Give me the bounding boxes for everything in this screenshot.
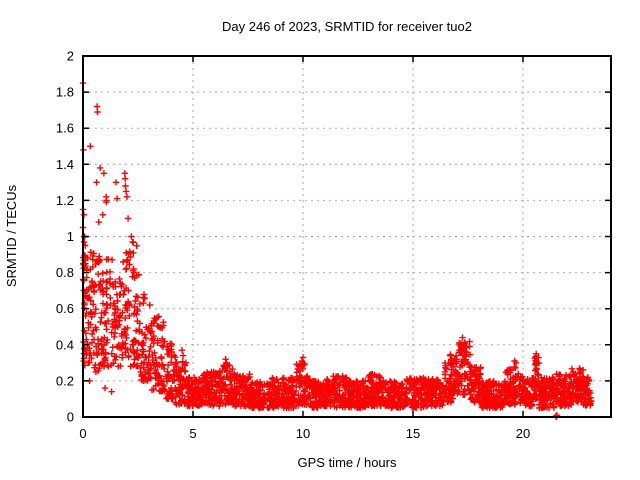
tick-labels: 0 5 10 15 20 0 0.2 0.4 0.6 0.8 1 1.2 1.4 1.6 1.8 2 xyxy=(56,49,530,442)
y-tick-label: 0.4 xyxy=(56,337,74,352)
y-tick-label: 1.4 xyxy=(56,157,74,172)
y-axis-label: SRMTID / TECUs xyxy=(4,184,19,287)
x-tick-label: 10 xyxy=(296,426,310,441)
y-tick-label: 0.8 xyxy=(56,265,74,280)
y-tick-label: 0.2 xyxy=(56,373,74,388)
y-tick-label: 0 xyxy=(67,410,74,425)
y-tick-label: 2 xyxy=(67,49,74,64)
tick-marks xyxy=(82,55,611,418)
x-tick-label: 15 xyxy=(406,426,420,441)
y-tick-label: 1.6 xyxy=(56,121,74,136)
y-tick-label: 1.8 xyxy=(56,85,74,100)
x-tick-label: 5 xyxy=(189,426,196,441)
y-tick-label: 0.6 xyxy=(56,301,74,316)
y-tick-label: 1.2 xyxy=(56,193,74,208)
y-tick-label: 1 xyxy=(67,229,74,244)
x-tick-label: 0 xyxy=(79,426,86,441)
x-tick-label: 20 xyxy=(516,426,530,441)
chart-title: Day 246 of 2023, SRMTID for receiver tuo… xyxy=(222,19,472,34)
x-axis-label: GPS time / hours xyxy=(298,455,397,470)
